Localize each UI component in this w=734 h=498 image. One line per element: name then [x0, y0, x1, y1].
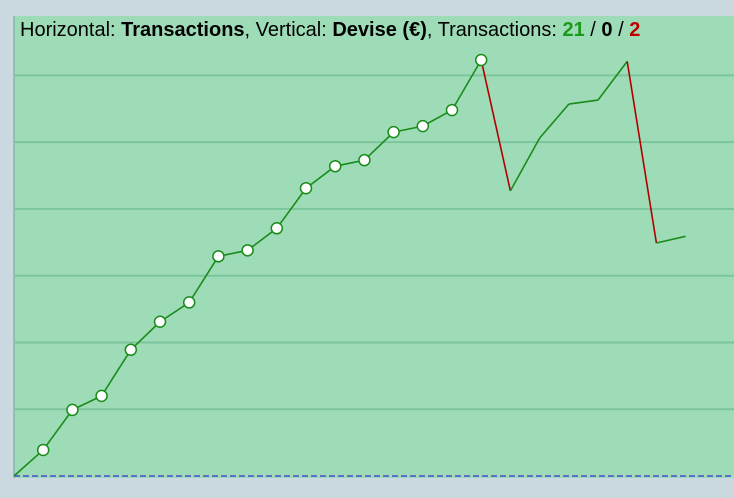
- title-part: 2: [629, 19, 640, 41]
- plot-area: [14, 16, 734, 478]
- line-segment: [276, 187, 307, 229]
- line-segment: [480, 59, 512, 192]
- point-marker: [182, 296, 196, 309]
- title-part: Horizontal:: [20, 19, 121, 41]
- line-segment: [13, 449, 44, 477]
- point-marker: [445, 103, 459, 117]
- line-segment: [626, 61, 658, 244]
- line-segment: [509, 137, 541, 192]
- title-part: /: [585, 19, 602, 41]
- point-marker: [153, 315, 167, 329]
- title-part: 0: [601, 19, 612, 41]
- point-marker: [95, 389, 108, 403]
- point-marker: [66, 403, 79, 417]
- point-marker: [299, 181, 313, 195]
- point-marker: [124, 343, 138, 357]
- point-marker: [387, 125, 400, 139]
- line-segment: [538, 103, 570, 139]
- grid: [14, 74, 734, 477]
- title-part: Devise (€): [332, 19, 427, 41]
- line-segment: [656, 235, 686, 244]
- title-part: , Transactions:: [427, 19, 563, 41]
- title-part: 21: [562, 19, 584, 41]
- point-marker: [328, 159, 342, 173]
- title-part: , Vertical:: [245, 19, 333, 41]
- title-part: /: [613, 19, 630, 41]
- line-segment: [100, 349, 132, 397]
- chart-title: Horizontal: Transactions, Vertical: Devi…: [20, 19, 640, 41]
- point-marker: [241, 244, 254, 257]
- point-marker: [270, 222, 284, 235]
- line-segment: [568, 99, 599, 105]
- point-marker: [212, 250, 225, 263]
- point-marker: [36, 443, 50, 457]
- series: [13, 53, 686, 477]
- line-segment: [597, 60, 628, 101]
- line-segment: [188, 255, 220, 303]
- title-part: Transactions: [121, 19, 244, 41]
- line-segment: [451, 59, 482, 111]
- point-marker: [416, 119, 430, 133]
- line-segment: [130, 321, 161, 351]
- point-marker: [358, 153, 371, 167]
- point-marker: [474, 53, 488, 67]
- line-segment: [42, 409, 74, 451]
- line-segment: [363, 131, 395, 161]
